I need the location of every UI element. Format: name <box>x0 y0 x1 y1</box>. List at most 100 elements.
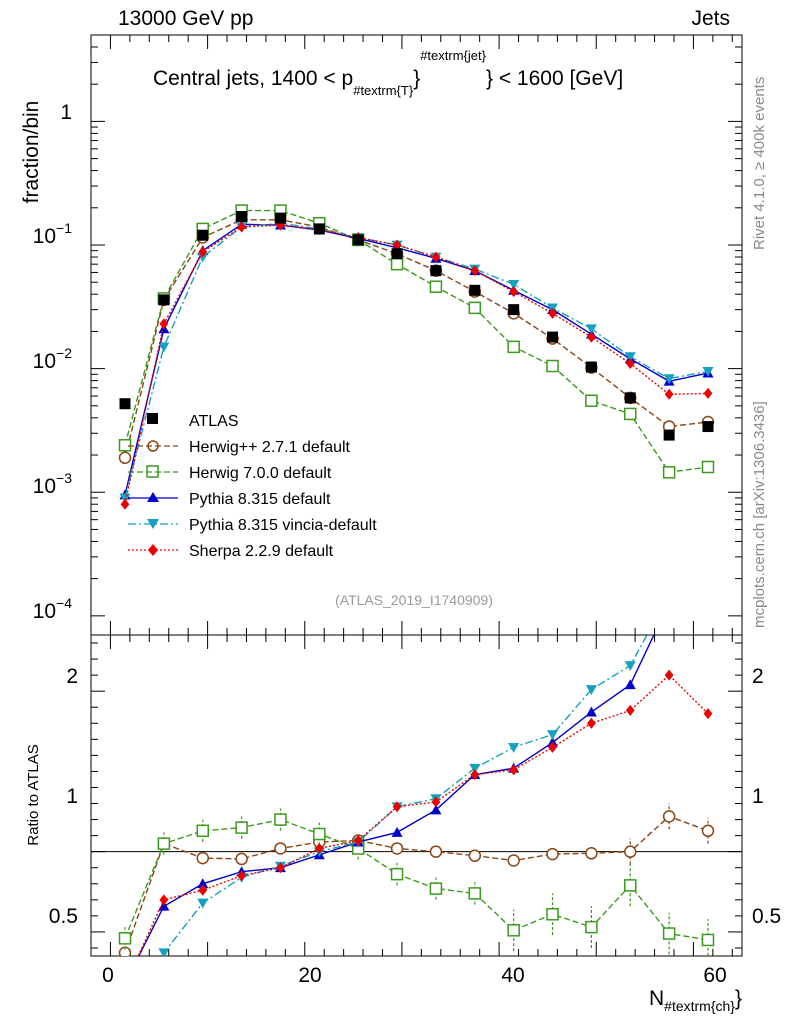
point-herwig-7-0-0-default <box>390 257 404 271</box>
ratio-point-herwig-7-0-0-default <box>390 867 404 881</box>
point-herwig-7-0-0-default <box>118 438 132 452</box>
ytick-main-0.0001: 10−4 <box>33 595 73 623</box>
xtick-60: 60 <box>703 964 726 987</box>
header-right-label: Jets <box>691 7 730 30</box>
ratio-line-pythia-8-315-default <box>137 635 655 956</box>
point-herwig-7-0-0-default <box>546 359 559 373</box>
point-pythia-8-315-vincia-default <box>624 352 636 363</box>
ratio-point-sherpa-2-2-9-default <box>237 870 247 882</box>
legend-item-herwig7: Herwig 7.0.0 default <box>128 465 332 482</box>
ratio-point-sherpa-2-2-9-default <box>314 842 324 854</box>
ratio-point-sherpa-2-2-9-default <box>276 862 285 874</box>
svg-text:10−1: 10−1 <box>33 220 73 248</box>
ratio-point-sherpa-2-2-9-default <box>392 801 402 813</box>
ratio-point-sherpa-2-2-9-default <box>470 769 480 781</box>
legend-item-pythia: Pythia 8.315 default <box>128 491 331 508</box>
ratio-point-herwig-2-7-1-default <box>196 851 209 865</box>
ratio-point-sherpa-2-2-9-default <box>548 741 557 753</box>
ratio-point-herwig-7-0-0-default <box>118 932 132 945</box>
ytick-main-0.01: 10−2 <box>33 345 73 373</box>
legend-label-atlas: ATLAS <box>189 413 239 430</box>
ratio-point-herwig-7-0-0-default <box>429 882 443 895</box>
svg-text:10−2: 10−2 <box>33 345 73 373</box>
ratio-point-pythia-8-315-default <box>197 878 209 889</box>
svg-text:10−4: 10−4 <box>33 595 73 623</box>
point-herwig-2-7-1-default <box>118 451 132 465</box>
ratio-point-pythia-8-315-default <box>430 804 442 815</box>
legend-label-pythia: Pythia 8.315 default <box>189 491 331 508</box>
ratio-point-herwig-7-0-0-default <box>274 813 287 826</box>
ratio-series-group <box>118 635 715 990</box>
data-point-atlas <box>197 229 209 241</box>
legend-item-atlas: ATLAS <box>147 413 239 430</box>
ytick-main-0.1: 10−1 <box>33 220 73 248</box>
point-sherpa-2-2-9-default <box>470 265 480 277</box>
data-point-atlas <box>585 361 597 373</box>
series-line-herwig-2-7-1-default <box>124 219 709 458</box>
legend-label-herwig7: Herwig 7.0.0 default <box>189 465 332 482</box>
ratio-point-herwig-2-7-1-default <box>507 854 520 867</box>
ratio-point-pythia-8-315-default <box>391 826 403 837</box>
ratio-point-sherpa-2-2-9-default <box>586 717 596 729</box>
ytick-ratio-0.5-right: 0.5 <box>752 905 781 928</box>
ratio-point-pythia-8-315-vincia-default <box>197 898 209 909</box>
ratio-point-herwig-7-0-0-default <box>313 827 326 841</box>
data-point-atlas <box>119 398 131 410</box>
ratio-point-sherpa-2-2-9-default <box>353 834 363 846</box>
legend-marker-pythia <box>147 492 159 502</box>
data-point-atlas <box>236 211 248 223</box>
point-sherpa-2-2-9-default <box>625 358 635 370</box>
point-sherpa-2-2-9-default <box>159 318 169 330</box>
xtick-20: 20 <box>298 964 321 987</box>
point-pythia-8-315-vincia-default <box>585 324 597 335</box>
ratio-point-herwig-7-0-0-default <box>662 927 676 940</box>
ratio-line-herwig-2-7-1-default <box>124 815 709 954</box>
series-line-herwig-7-0-0-default <box>124 209 709 474</box>
rivet-version-label: Rivet 4.1.0, ≥ 400k events <box>751 77 768 250</box>
point-pythia-8-315-vincia-default <box>119 493 131 504</box>
y-axis-label-main: fraction/bin <box>20 101 43 204</box>
point-herwig-7-0-0-default <box>507 340 520 354</box>
ratio-point-pythia-8-315-default <box>158 900 170 911</box>
point-pythia-8-315-vincia-default <box>158 342 170 353</box>
ratio-point-herwig-7-0-0-default <box>701 933 715 947</box>
ratio-point-sherpa-2-2-9-default <box>121 979 130 990</box>
ratio-point-herwig-2-7-1-default <box>701 824 715 838</box>
ytick-ratio-2-right: 2 <box>752 665 764 688</box>
legend-marker-atlas <box>147 413 158 424</box>
legend-item-sherpa: Sherpa 2.2.9 default <box>128 543 334 560</box>
ratio-point-pythia-8-315-vincia-default <box>585 685 597 696</box>
ratio-line-pythia-8-315-vincia-default <box>158 635 648 956</box>
data-point-atlas <box>313 223 325 235</box>
point-herwig-7-0-0-default <box>624 407 637 421</box>
point-herwig-7-0-0-default <box>701 460 715 474</box>
series-line-pythia-8-315-vincia-default <box>124 222 709 499</box>
point-herwig-7-0-0-default <box>585 394 598 407</box>
ratio-point-herwig-7-0-0-default <box>624 879 637 892</box>
data-point-atlas <box>508 304 520 316</box>
data-point-atlas <box>274 212 286 224</box>
ratio-point-herwig-7-0-0-default <box>585 920 598 934</box>
ratio-point-sherpa-2-2-9-default <box>625 704 635 716</box>
ratio-point-sherpa-2-2-9-default <box>703 708 713 720</box>
series-line-pythia-8-315-default <box>124 223 709 496</box>
ratio-point-herwig-2-7-1-default <box>274 842 287 855</box>
x-axis-label: N#textrm{ch}} <box>649 987 742 1014</box>
data-point-atlas <box>469 284 481 296</box>
ratio-point-sherpa-2-2-9-default <box>198 884 208 896</box>
point-pythia-8-315-vincia-default <box>663 374 675 385</box>
ytick-main-0.001: 10−3 <box>33 470 73 498</box>
point-herwig-7-0-0-default <box>662 466 676 479</box>
legend-marker-herwigpp <box>147 440 159 452</box>
header-left-label: 13000 GeV pp <box>118 7 254 30</box>
ratio-point-herwig-2-7-1-default <box>235 852 248 866</box>
legend-marker-sherpa <box>148 544 158 556</box>
ratio-point-sherpa-2-2-9-default <box>431 796 441 808</box>
ratio-point-pythia-8-315-vincia-default <box>469 763 481 774</box>
ratio-point-pythia-8-315-default <box>624 679 636 690</box>
ratio-plot-frame <box>90 634 743 957</box>
ratio-point-pythia-8-315-vincia-default <box>508 742 520 753</box>
mcplots-label: mcplots.cern.ch [arXiv:1306.3436] <box>751 401 768 628</box>
data-point-atlas <box>391 248 403 260</box>
